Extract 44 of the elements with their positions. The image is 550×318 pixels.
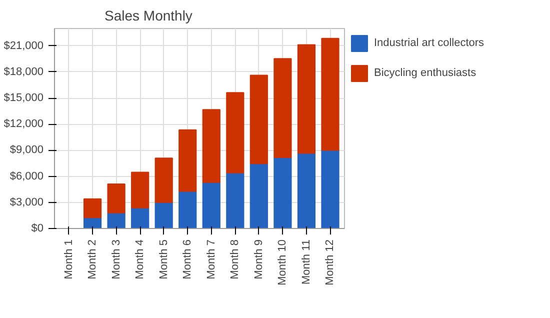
bar xyxy=(131,172,150,208)
x-tick-label: Month 3 xyxy=(110,239,122,280)
bar xyxy=(202,182,220,228)
x-tick-label: Month 6 xyxy=(182,239,194,280)
bar xyxy=(297,44,316,154)
x-tick-label: Month 12 xyxy=(324,239,336,286)
bar xyxy=(297,152,316,228)
y-tick-label: $0 xyxy=(31,222,44,234)
bar xyxy=(154,202,173,228)
legend-label: Industrial art collectors xyxy=(374,37,484,49)
x-tick-label: Month 4 xyxy=(134,239,146,280)
bar xyxy=(250,163,268,228)
legend-label: Bicycling enthusiasts xyxy=(374,67,476,79)
chart-title: Sales Monthly xyxy=(104,8,192,24)
bar xyxy=(202,109,220,183)
x-tick-label: Month 10 xyxy=(276,239,289,286)
y-tick-label: $21,000 xyxy=(4,40,44,52)
y-tick-label: $9,000 xyxy=(10,144,44,156)
bar xyxy=(226,92,244,174)
y-tick-label: $18,000 xyxy=(4,66,44,78)
bar xyxy=(250,74,268,164)
bar xyxy=(131,207,150,228)
y-tick-label: $3,000 xyxy=(10,196,44,208)
y-tick-label: $6,000 xyxy=(10,170,44,182)
bar xyxy=(274,157,292,228)
x-tick-label: Month 1 xyxy=(62,239,75,280)
y-tick-label: $15,000 xyxy=(4,92,44,104)
x-tick-label: Month 7 xyxy=(205,239,218,280)
x-tick-label: Month 9 xyxy=(252,239,265,280)
y-tick-label: $12,000 xyxy=(4,118,44,130)
x-tick-label: Month 11 xyxy=(300,239,312,285)
x-tick-label: Month 8 xyxy=(229,239,242,280)
bar xyxy=(154,158,173,203)
bar xyxy=(226,172,244,228)
x-tick-label: Month 2 xyxy=(86,239,99,280)
bar xyxy=(178,129,197,192)
bar xyxy=(321,150,340,228)
bar xyxy=(107,212,126,228)
bar xyxy=(274,58,292,158)
bar xyxy=(178,190,197,228)
x-tick-label: Month 5 xyxy=(158,239,170,280)
bar xyxy=(107,183,126,214)
bar xyxy=(83,198,102,218)
bar xyxy=(321,38,340,151)
